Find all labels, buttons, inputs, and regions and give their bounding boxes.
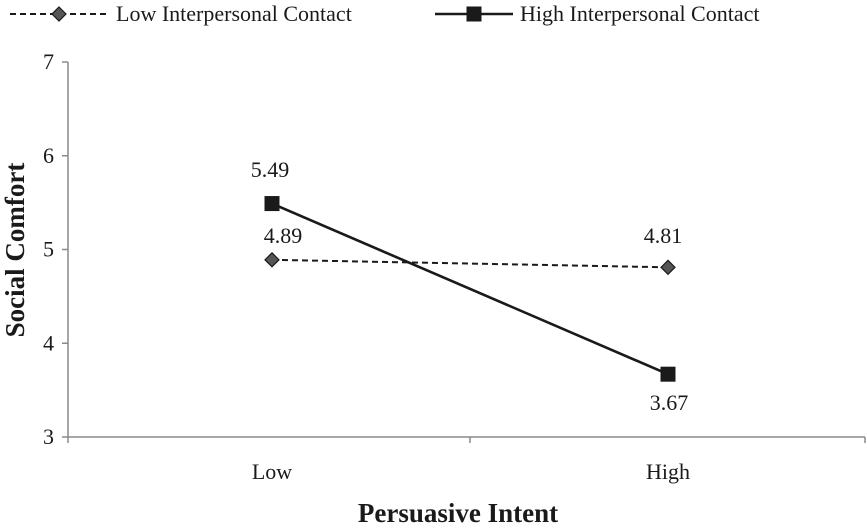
data-label: 3.67 xyxy=(650,390,689,415)
y-tick-label: 4 xyxy=(43,330,54,355)
x-axis-title: Persuasive Intent xyxy=(358,498,558,525)
x-axis-ticks: Low High xyxy=(67,437,866,484)
data-label: 4.81 xyxy=(644,223,683,248)
legend-marker-diamond xyxy=(51,6,67,22)
legend-marker-square xyxy=(466,6,482,22)
legend: Low Interpersonal Contact High Interperso… xyxy=(10,1,760,26)
legend-item: High Interpersonal Contact xyxy=(435,1,760,26)
series-line xyxy=(271,202,669,376)
y-tick-label: 6 xyxy=(43,143,54,168)
series-low-contact xyxy=(264,251,676,276)
y-tick-label: 7 xyxy=(43,49,54,74)
y-axis-title: Social Comfort xyxy=(0,163,30,338)
data-labels: 4.89 4.81 5.49 3.67 xyxy=(251,157,689,415)
data-label: 5.49 xyxy=(251,157,290,182)
y-tick-label: 3 xyxy=(43,424,54,449)
axes xyxy=(67,62,865,438)
data-point-diamond xyxy=(264,251,280,268)
legend-item: Low Interpersonal Contact xyxy=(10,1,352,26)
data-point-diamond xyxy=(660,259,676,276)
y-tick-label: 5 xyxy=(43,237,54,262)
series-high-contact xyxy=(264,196,676,382)
y-axis-ticks: 3 4 5 6 7 xyxy=(43,49,68,449)
data-label: 4.89 xyxy=(264,223,303,248)
data-point-square xyxy=(264,196,280,212)
data-point-square xyxy=(660,366,676,382)
series xyxy=(264,196,676,382)
series-line xyxy=(271,258,669,269)
legend-label: Low Interpersonal Contact xyxy=(116,1,352,26)
x-tick-label: Low xyxy=(252,459,292,484)
legend-label: High Interpersonal Contact xyxy=(520,1,760,26)
x-tick-label: High xyxy=(646,459,690,484)
